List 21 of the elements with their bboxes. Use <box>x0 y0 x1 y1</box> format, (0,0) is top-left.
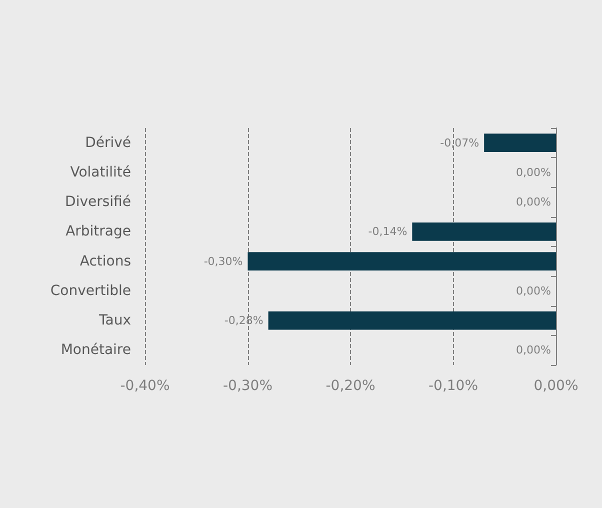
y-tick-label: Arbitrage <box>66 224 131 240</box>
x-tick-label: -0,40% <box>120 378 170 394</box>
y-tick-label: Taux <box>98 312 131 329</box>
data-label: 0,00% <box>516 166 551 179</box>
x-tick-label: 0,00% <box>534 378 578 394</box>
y-tick-label: Dérivé <box>85 134 131 151</box>
y-tick-label: Volatilité <box>70 164 131 180</box>
y-tick-label: Monétaire <box>60 342 131 358</box>
data-label: 0,00% <box>516 284 551 298</box>
data-label: 0,00% <box>516 344 551 357</box>
data-label: -0,30% <box>204 254 243 268</box>
data-label: -0,14% <box>368 225 408 238</box>
data-label: 0,00% <box>516 196 551 209</box>
x-tick-label: -0,30% <box>222 378 273 394</box>
data-label: -0,28% <box>224 314 264 328</box>
x-tick-label: -0,20% <box>326 378 376 394</box>
y-tick-label: Actions <box>80 253 131 270</box>
y-tick-label: Convertible <box>50 282 131 299</box>
data-label: -0,07% <box>440 136 480 150</box>
y-tick-label: Diversifié <box>65 194 131 210</box>
x-tick-label: -0,10% <box>428 378 478 394</box>
